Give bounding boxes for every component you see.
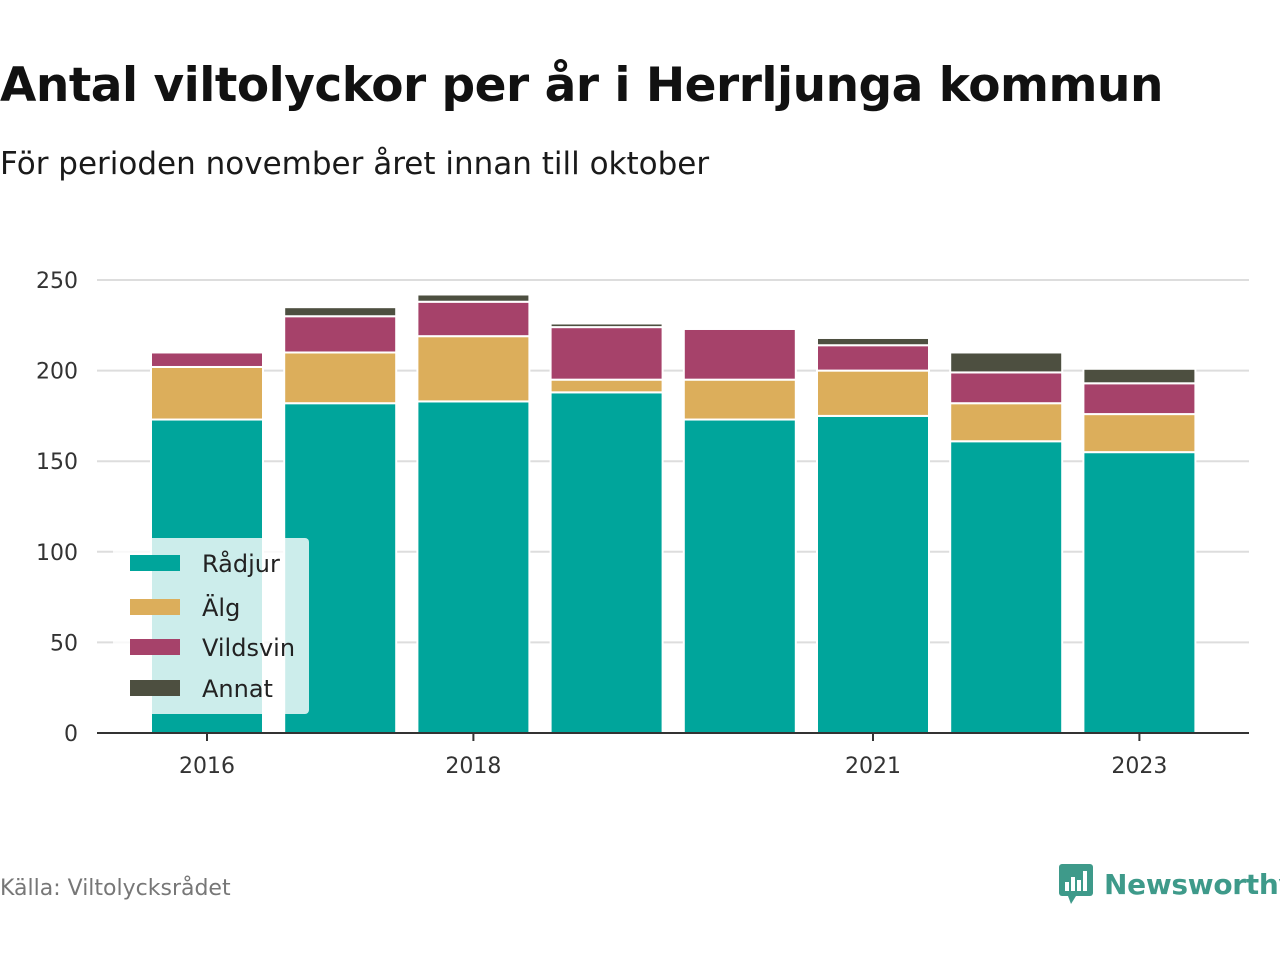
- x-tick-label: 2023: [1111, 754, 1167, 779]
- legend: Rådjur Älg Vildsvin Annat: [113, 538, 309, 714]
- bar-segment-r-djur-2022: [949, 440, 1064, 734]
- y-tick-label: 50: [50, 631, 78, 656]
- bar-segment--lg-2017: [283, 351, 398, 405]
- newsworthy-logo-icon: [1059, 864, 1093, 904]
- y-axis-tick-labels: 0 50 100 150 200 250: [36, 269, 78, 747]
- x-tick-label: 2018: [445, 754, 501, 779]
- bar-segment-r-djur-2020: [682, 418, 797, 734]
- bar-segment-annat-2017: [283, 306, 398, 318]
- bar-segment--lg-2018: [416, 335, 531, 403]
- bar-segment-r-djur-2021: [816, 414, 930, 734]
- chart-title: Antal viltolyckor per år i Herrljunga ko…: [0, 58, 1163, 113]
- x-tick-label: 2021: [845, 754, 901, 779]
- bar-segment-vildsvin-2022: [949, 371, 1064, 405]
- x-axis-ticks: 2016 2018 2021 2023: [179, 733, 1167, 779]
- bar-segment-vildsvin-2017: [283, 315, 398, 354]
- legend-background: [113, 538, 309, 714]
- bar-segment-vildsvin-2019: [549, 326, 664, 381]
- chart-subtitle: För perioden november året innan till ok…: [0, 146, 710, 182]
- legend-swatch-r-djur: [130, 555, 180, 571]
- bar-segment-annat-2022: [949, 351, 1064, 374]
- legend-label--lg: Älg: [202, 593, 240, 622]
- bar-segment-vildsvin-2023: [1082, 382, 1197, 416]
- bar-segment-annat-2023: [1082, 367, 1197, 385]
- y-tick-label: 200: [36, 360, 78, 385]
- bar-segment--lg-2021: [816, 369, 930, 417]
- y-tick-label: 0: [64, 722, 78, 747]
- bar-segment-r-djur-2019: [549, 391, 664, 734]
- bar-segment-vildsvin-2021: [816, 344, 930, 372]
- bar-segment--lg-2022: [949, 402, 1064, 443]
- bar-segment-vildsvin-2016: [150, 351, 264, 368]
- y-tick-label: 150: [36, 450, 78, 475]
- legend-label-vildsvin: Vildsvin: [202, 634, 295, 662]
- bar-segment--lg-2019: [549, 378, 664, 394]
- bar-segment--lg-2023: [1082, 413, 1197, 454]
- x-tick-label: 2016: [179, 754, 235, 779]
- bar-segment-annat-2018: [416, 293, 531, 303]
- bar-segment--lg-2016: [150, 365, 264, 421]
- brand-logo: Newsworthy: [1058, 862, 1280, 906]
- bar-segment-annat-2019: [549, 322, 664, 329]
- bar-segment--lg-2020: [682, 378, 797, 421]
- bar-segment-annat-2020: [682, 326, 797, 330]
- legend-swatch--lg: [130, 599, 180, 615]
- bar-segment-vildsvin-2020: [682, 327, 797, 381]
- bar-segment-vildsvin-2018: [416, 300, 531, 338]
- source-note: Källa: Viltolycksrådet: [0, 876, 231, 901]
- legend-swatch-annat: [130, 680, 180, 696]
- bar-segment-r-djur-2023: [1082, 451, 1197, 734]
- bar-segment-annat-2021: [816, 336, 930, 347]
- bar-segment-r-djur-2018: [416, 400, 531, 734]
- legend-label-annat: Annat: [202, 675, 273, 703]
- legend-swatch-vildsvin: [130, 639, 180, 655]
- brand-name: Newsworthy: [1104, 867, 1280, 901]
- legend-label-r-djur: Rådjur: [202, 549, 280, 578]
- y-tick-label: 250: [36, 269, 78, 294]
- y-tick-label: 100: [36, 541, 78, 566]
